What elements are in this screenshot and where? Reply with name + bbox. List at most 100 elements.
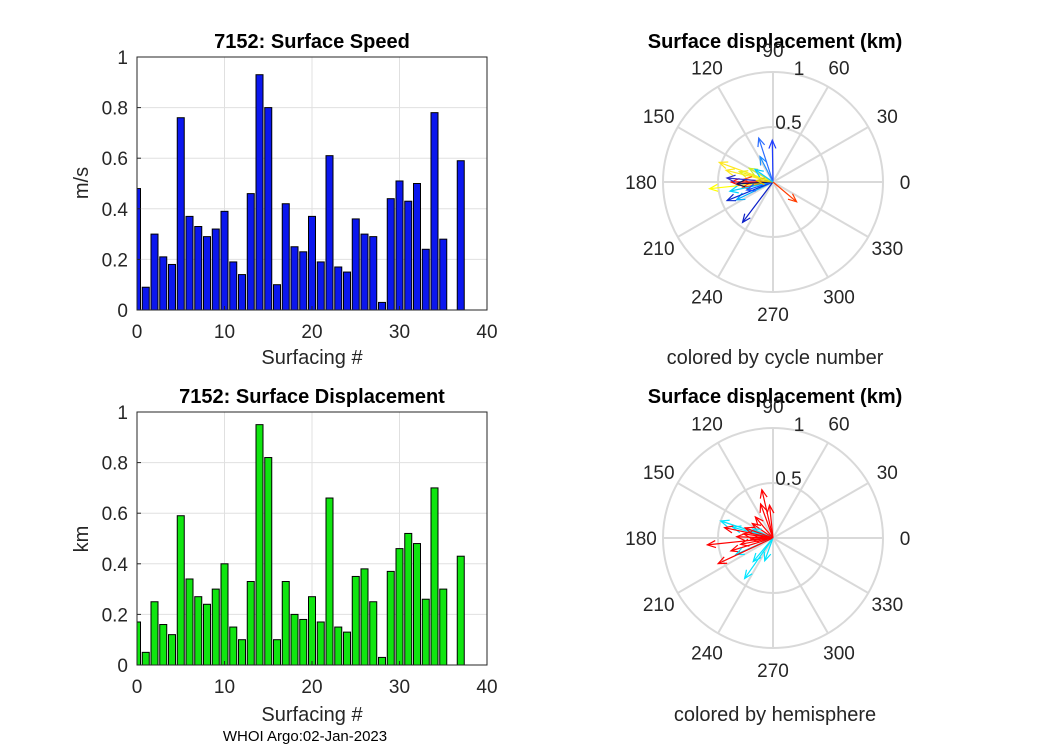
- arrow-head: [787, 193, 798, 203]
- y-tick-label: 0: [117, 656, 128, 677]
- bar: [369, 236, 378, 311]
- arrow-shaft: [754, 168, 774, 183]
- polar-spoke: [772, 181, 829, 278]
- radius-label: 1: [794, 59, 805, 80]
- arrow-shaft: [758, 137, 774, 183]
- bar: [351, 218, 360, 311]
- polar-spoke: [677, 537, 774, 594]
- displacement-ticks: 00.20.40.60.810 10 20 30 40: [102, 403, 498, 698]
- polar-hemisphere-title: Surface displacement (km): [648, 386, 903, 408]
- displacement-arrow: [766, 503, 775, 539]
- angle-label: 120: [691, 59, 723, 80]
- bar: [395, 548, 404, 666]
- arrow-head: [735, 179, 746, 188]
- polar-cycle-caption: colored by cycle number: [667, 347, 884, 369]
- bar: [203, 236, 211, 311]
- arrow-shaft: [754, 516, 774, 539]
- bar: [211, 228, 220, 311]
- bar: [430, 112, 439, 311]
- polar-spoke: [772, 482, 869, 539]
- bar: [255, 74, 264, 311]
- displacement-arrow: [743, 526, 774, 539]
- bar: [334, 266, 343, 311]
- arrow-shaft: [726, 181, 774, 202]
- arrow-shaft: [772, 181, 797, 203]
- displacement-bars: [136, 424, 465, 666]
- bar: [430, 487, 439, 666]
- bar: [308, 215, 316, 311]
- displacement-ylabel: km: [71, 526, 93, 553]
- bar: [351, 575, 360, 666]
- bar: [343, 271, 351, 311]
- arrow-head: [737, 170, 749, 178]
- bar: [343, 631, 351, 666]
- bar: [290, 613, 299, 666]
- displacement-arrow: [741, 181, 774, 224]
- arrow-head: [752, 552, 762, 563]
- bar: [334, 626, 343, 666]
- arrow-shaft: [746, 181, 774, 191]
- angle-label: 30: [877, 463, 898, 484]
- polar-spoke: [717, 442, 774, 539]
- arrow-shaft: [752, 537, 774, 562]
- bar: [220, 563, 229, 666]
- x-tick-label: 0: [132, 322, 143, 343]
- polar-spoke: [772, 181, 869, 238]
- displacement-arrow: [749, 534, 774, 543]
- arrow-shaft: [751, 522, 774, 539]
- y-tick-label: 0.2: [102, 605, 128, 626]
- radius-label: 1: [794, 415, 805, 436]
- angle-label: 330: [871, 595, 903, 616]
- bar: [378, 301, 386, 311]
- arrow-head: [734, 547, 745, 556]
- arrow-shaft: [742, 181, 774, 223]
- displacement-xlabel: Surfacing #: [261, 704, 363, 726]
- bar: [456, 160, 465, 311]
- bar: [229, 626, 238, 666]
- polar-spoke: [677, 181, 774, 238]
- x-tick-label: 0: [132, 677, 143, 698]
- polar-spoke: [772, 442, 829, 539]
- speed-bar-chart: 7152: Surface Speed 00.20.40.60.810 10 20 3…: [71, 31, 498, 369]
- arrow-shaft: [736, 181, 774, 185]
- bar: [264, 457, 273, 666]
- polar-spoke: [772, 86, 829, 183]
- bar: [325, 155, 334, 311]
- arrow-shaft: [730, 537, 774, 552]
- bar: [281, 203, 290, 311]
- bar: [299, 618, 308, 666]
- bar: [456, 555, 465, 666]
- bar: [255, 424, 264, 666]
- angle-label: 300: [823, 287, 855, 308]
- displacement-arrow: [752, 537, 774, 563]
- bar: [290, 246, 299, 311]
- angle-label: 210: [643, 595, 675, 616]
- displacement-arrow: [768, 138, 777, 183]
- arrow-head: [766, 503, 775, 514]
- displacement-arrow: [754, 515, 774, 539]
- x-tick-label: 30: [389, 677, 410, 698]
- displacement-arrow: [759, 155, 774, 183]
- arrow-shaft: [739, 171, 774, 183]
- y-tick-label: 0.2: [102, 250, 128, 271]
- y-tick-label: 0: [117, 301, 128, 322]
- arrow-shaft: [760, 503, 774, 539]
- bar: [194, 596, 203, 666]
- displacement-arrow: [753, 168, 774, 183]
- x-tick-label: 20: [301, 677, 322, 698]
- bar: [421, 598, 430, 666]
- polar-spoke: [772, 126, 869, 183]
- arrow-head: [705, 540, 717, 549]
- displacement-chart-title: 7152: Surface Displacement: [179, 386, 445, 408]
- arrow-head: [751, 528, 762, 537]
- arrow-shaft: [724, 527, 774, 539]
- bar: [238, 274, 246, 311]
- speed-xlabel: Surfacing #: [261, 347, 363, 369]
- displacement-arrow: [772, 181, 798, 203]
- displacement-arrow: [725, 181, 774, 202]
- bar: [264, 107, 273, 311]
- angle-label: 270: [757, 305, 789, 326]
- bar: [159, 624, 168, 666]
- angle-label: 210: [643, 239, 675, 260]
